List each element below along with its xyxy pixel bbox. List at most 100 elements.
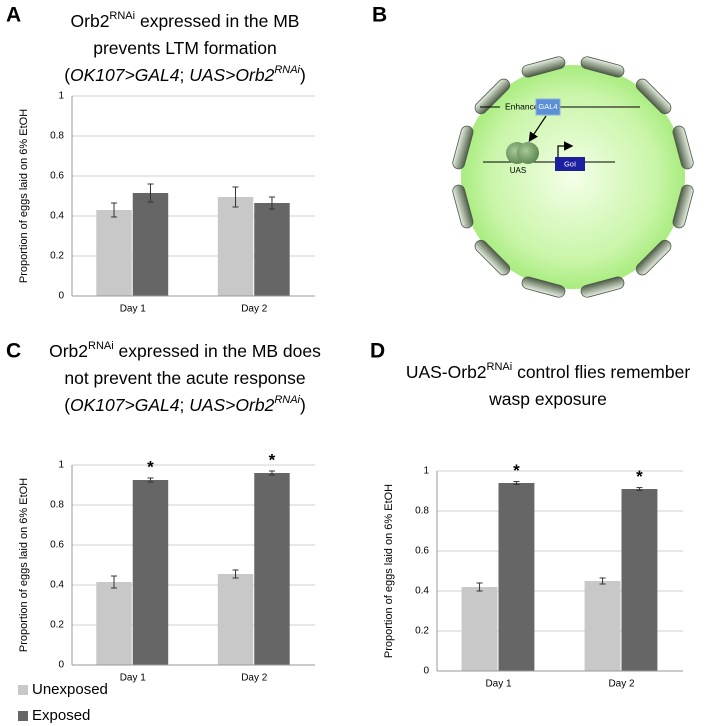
chart-title: prevents LTM formation	[93, 38, 277, 58]
y-axis-label: Proportion of eggs laid on 6% EtOH	[383, 484, 395, 658]
membrane-piece	[580, 276, 625, 298]
y-tick-label: 0	[58, 660, 64, 671]
membrane-segment	[672, 125, 694, 170]
x-tick-label: Day 2	[241, 673, 268, 684]
y-tick-label: 0.4	[50, 580, 64, 591]
uas-label: UAS	[510, 166, 526, 175]
y-axis-label: Proportion of eggs laid on 6% EtOH	[18, 109, 30, 283]
bar	[217, 197, 254, 296]
panel-label: D	[370, 340, 385, 363]
membrane-piece	[452, 125, 474, 170]
title-segment: (	[64, 65, 70, 85]
y-tick-label: 0.8	[50, 131, 64, 142]
diagram: B Enhancer GAL4 UAS GoI	[372, 4, 694, 298]
membrane-piece	[474, 239, 511, 276]
y-tick-label: 0.8	[50, 500, 64, 511]
significance-marker: *	[269, 450, 276, 469]
title-segment: UAS>Orb2	[189, 65, 274, 85]
bar	[96, 582, 132, 665]
title-segment: prevents LTM formation	[93, 38, 277, 58]
bar	[461, 587, 498, 671]
y-tick-label: 0.8	[415, 506, 429, 517]
chart-title: Orb2RNAi expressed in the MB does	[49, 340, 321, 361]
membrane	[452, 56, 694, 298]
panel-label: B	[372, 4, 387, 27]
bar	[254, 473, 290, 665]
membrane-segment	[452, 184, 474, 229]
y-tick-label: 0.6	[415, 546, 429, 557]
chart-title: not prevent the acute response	[64, 368, 305, 388]
x-tick-label: Day 1	[485, 679, 512, 690]
title-segment: RNAi	[274, 394, 300, 406]
title-segment: Orb2	[49, 341, 88, 361]
arrow	[528, 115, 547, 142]
chart-panel: A Orb2RNAi expressed in the MB prevents LT…	[6, 4, 315, 315]
x-tick-label: Day 2	[608, 679, 635, 690]
bar	[498, 483, 535, 671]
chart-title: (OK107>GAL4; UAS>Orb2RNAi)	[64, 64, 306, 85]
membrane-piece	[474, 78, 511, 115]
y-axis-label: Proportion of eggs laid on 6% EtOH	[18, 478, 30, 652]
panel-label: A	[6, 4, 21, 27]
membrane-segment	[635, 239, 672, 276]
bar	[584, 581, 621, 671]
chart-panel: D UAS-Orb2RNAi control flies remember wasp…	[370, 340, 690, 690]
membrane-piece	[635, 78, 672, 115]
significance-marker: *	[147, 457, 154, 476]
membrane-segment	[672, 184, 694, 229]
title-segment: ;	[179, 395, 189, 415]
gal4-label: GAL4	[538, 102, 557, 111]
title-segment: OK107>GAL4	[70, 395, 180, 415]
title-segment: RNAi	[88, 340, 114, 352]
title-segment: )	[300, 395, 306, 415]
title-segment: UAS-Orb2	[406, 362, 487, 382]
promoter-arrow	[557, 141, 574, 157]
chart-title: wasp exposure	[488, 389, 607, 409]
title-segment: not prevent the acute response	[64, 368, 305, 388]
goi-label: GoI	[564, 159, 576, 168]
title-segment: UAS>Orb2	[189, 395, 274, 415]
membrane-segment	[474, 78, 511, 115]
bar	[254, 203, 290, 296]
bar	[96, 210, 132, 296]
title-segment: Orb2	[71, 11, 110, 31]
membrane-piece	[672, 125, 694, 170]
y-tick-label: 0	[58, 291, 64, 302]
chart-title: (OK107>GAL4; UAS>Orb2RNAi)	[64, 394, 306, 415]
title-segment: RNAi	[109, 10, 135, 22]
membrane-segment	[580, 56, 625, 78]
y-tick-label: 0.2	[50, 251, 64, 262]
legend-label: Exposed	[32, 707, 90, 724]
membrane-piece	[452, 184, 474, 229]
bar	[132, 193, 169, 296]
title-segment: control flies remember	[512, 362, 690, 382]
bar	[621, 489, 658, 671]
legend: Unexposed Exposed	[18, 681, 108, 724]
membrane-piece	[672, 184, 694, 229]
title-segment: expressed in the MB	[135, 11, 299, 31]
title-segment: )	[300, 65, 306, 85]
gal4-box	[535, 98, 561, 116]
significance-marker: *	[513, 461, 520, 480]
y-tick-label: 0.4	[415, 586, 429, 597]
y-tick-label: 0.2	[415, 626, 429, 637]
membrane-piece	[635, 239, 672, 276]
y-tick-label: 1	[423, 466, 429, 477]
bar	[132, 480, 169, 665]
legend-swatch	[18, 685, 28, 695]
title-segment: OK107>GAL4	[70, 65, 180, 85]
y-tick-label: 1	[58, 91, 64, 102]
membrane-segment	[474, 239, 511, 276]
uas-protein	[517, 142, 539, 164]
legend-label: Unexposed	[32, 681, 108, 698]
x-tick-label: Day 1	[120, 304, 147, 315]
membrane-piece	[521, 276, 566, 298]
title-segment: (	[64, 395, 70, 415]
membrane-segment	[635, 78, 672, 115]
title-segment: expressed in the MB does	[114, 341, 321, 361]
y-tick-label: 0	[423, 666, 429, 677]
cell	[461, 65, 685, 289]
y-tick-label: 0.6	[50, 540, 64, 551]
legend-swatch	[18, 711, 28, 721]
